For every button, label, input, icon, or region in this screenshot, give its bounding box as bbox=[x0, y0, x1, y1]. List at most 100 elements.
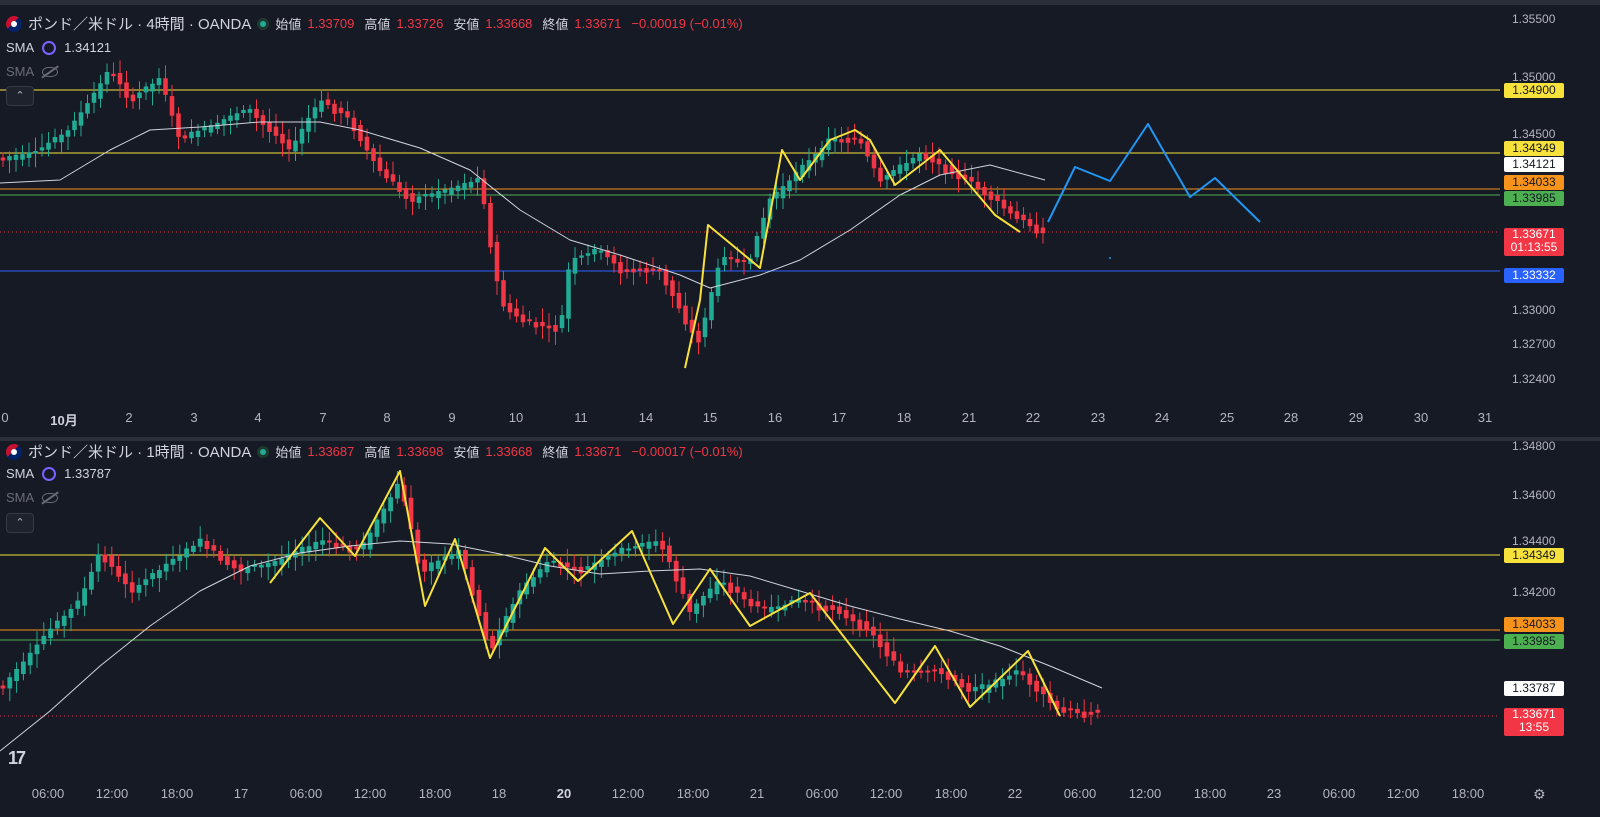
candle-4h bbox=[241, 109, 246, 114]
time-axis-label: 9 bbox=[448, 410, 456, 425]
time-axis-label: 10月 bbox=[50, 413, 78, 428]
time-axis-label: 8 bbox=[383, 410, 391, 425]
candle-1h bbox=[82, 588, 87, 606]
candle-1h bbox=[599, 559, 604, 567]
hidden-eye-icon[interactable] bbox=[42, 492, 59, 503]
candle-4h bbox=[917, 153, 922, 162]
candle-4h bbox=[397, 182, 402, 192]
candle-1h bbox=[823, 605, 829, 612]
candle-1h bbox=[259, 564, 264, 568]
candle-1h bbox=[150, 573, 155, 580]
candle-4h bbox=[351, 117, 357, 132]
candle-4h bbox=[299, 128, 305, 144]
candle-4h bbox=[618, 261, 623, 274]
candle-4h bbox=[91, 92, 97, 103]
candle-1h bbox=[14, 669, 19, 682]
candle-4h bbox=[254, 108, 259, 119]
candle-4h bbox=[182, 135, 188, 139]
chart-pane-4h[interactable]: ポンド／米ドル · 4時間 · OANDA 始値 1.33709 高値 1.3372… bbox=[0, 0, 1600, 437]
candle-1h bbox=[911, 670, 917, 673]
candle-1h bbox=[354, 546, 359, 550]
time-axis-label: 28 bbox=[1283, 410, 1299, 425]
forecast-path bbox=[1047, 123, 1261, 223]
chart-canvas-1h[interactable] bbox=[0, 441, 1600, 817]
ohlc-close-label: 終値 bbox=[542, 17, 569, 32]
chart-canvas-4h[interactable] bbox=[0, 0, 1600, 437]
candle-4h bbox=[930, 155, 935, 163]
sma-indicator-2[interactable]: SMA bbox=[6, 64, 59, 79]
candle-4h bbox=[33, 150, 38, 154]
candle-4h bbox=[319, 100, 324, 112]
price-axis-label: 1.34400 bbox=[1512, 534, 1556, 548]
candle-4h bbox=[273, 126, 279, 136]
ohlc-change: −0.00019 (−0.01%) bbox=[631, 16, 743, 31]
candle-1h bbox=[565, 562, 570, 568]
candle-4h bbox=[429, 193, 435, 197]
market-status-icon bbox=[257, 17, 270, 30]
tradingview-logo[interactable]: 17 bbox=[8, 748, 26, 768]
candle-4h bbox=[696, 330, 701, 343]
price-tag-current: 1.33671 13:55 bbox=[1504, 708, 1564, 736]
time-axis-label: 12:00 bbox=[1386, 786, 1420, 801]
candle-4h bbox=[111, 73, 116, 77]
time-axis-label: 23 bbox=[1266, 786, 1282, 801]
candle-1h bbox=[830, 605, 835, 610]
candle-4h bbox=[260, 115, 266, 125]
ohlc-high-label: 高値 bbox=[364, 445, 391, 460]
ohlc-open-value: 1.33687 bbox=[307, 444, 355, 459]
time-axis-label: 21 bbox=[961, 410, 977, 425]
candle-4h bbox=[1027, 219, 1033, 227]
candle-1h bbox=[898, 661, 903, 673]
sma-indicator-1[interactable]: SMA 1.34121 bbox=[6, 40, 111, 55]
candle-4h bbox=[761, 217, 766, 239]
candle-1h bbox=[225, 556, 230, 566]
candle-1h bbox=[306, 546, 312, 553]
price-tag-level: 1.34900 bbox=[1504, 83, 1564, 98]
candle-4h bbox=[306, 117, 311, 132]
collapse-legend-button[interactable]: ⌃ bbox=[6, 513, 34, 533]
candle-4h bbox=[897, 164, 903, 174]
candle-4h bbox=[1021, 214, 1026, 221]
candle-1h bbox=[966, 682, 971, 692]
candle-4h bbox=[475, 178, 480, 183]
pane-divider[interactable] bbox=[0, 437, 1600, 441]
candle-1h bbox=[891, 651, 897, 661]
candle-1h bbox=[116, 566, 121, 577]
hidden-eye-icon[interactable] bbox=[42, 66, 59, 77]
time-axis-label: 14 bbox=[638, 410, 654, 425]
ohlc-open-label: 始値 bbox=[275, 445, 302, 460]
price-axis-label: 1.34200 bbox=[1512, 585, 1556, 599]
candle-4h bbox=[410, 193, 415, 202]
price-axis-label: 1.34500 bbox=[1512, 127, 1556, 141]
collapse-legend-button[interactable]: ⌃ bbox=[6, 86, 34, 106]
candle-4h bbox=[585, 253, 591, 256]
candle-4h bbox=[670, 280, 675, 297]
candle-1h bbox=[775, 606, 781, 609]
candle-1h bbox=[89, 571, 94, 590]
sma-label: SMA bbox=[6, 64, 35, 79]
candle-4h bbox=[462, 182, 467, 191]
sma-indicator-1[interactable]: SMA 1.33787 bbox=[6, 466, 111, 481]
chart-pane-1h[interactable]: ポンド／米ドル · 1時間 · OANDA 始値 1.33687 高値 1.3369… bbox=[0, 439, 1600, 817]
candle-1h bbox=[449, 554, 455, 560]
time-axis-label: 2 bbox=[125, 410, 133, 425]
candle-4h bbox=[163, 78, 168, 95]
candle-4h bbox=[228, 115, 233, 121]
candle-4h bbox=[137, 92, 142, 99]
candle-4h bbox=[449, 187, 454, 196]
candle-4h bbox=[85, 103, 90, 114]
sma-indicator-2[interactable]: SMA bbox=[6, 490, 59, 505]
candle-1h bbox=[979, 684, 985, 689]
candle-4h bbox=[0, 157, 6, 161]
candle-4h bbox=[371, 148, 376, 162]
candle-1h bbox=[1020, 671, 1026, 676]
gear-icon[interactable]: ⚙ bbox=[1533, 786, 1546, 802]
candle-4h bbox=[553, 324, 558, 332]
candle-4h bbox=[579, 255, 584, 258]
candle-4h bbox=[826, 138, 831, 151]
candle-4h bbox=[312, 107, 318, 119]
symbol-title[interactable]: ポンド／米ドル · 4時間 · OANDA bbox=[28, 16, 252, 33]
symbol-title[interactable]: ポンド／米ドル · 1時間 · OANDA bbox=[28, 444, 252, 461]
candle-4h bbox=[104, 71, 110, 85]
candle-1h bbox=[1000, 678, 1005, 687]
